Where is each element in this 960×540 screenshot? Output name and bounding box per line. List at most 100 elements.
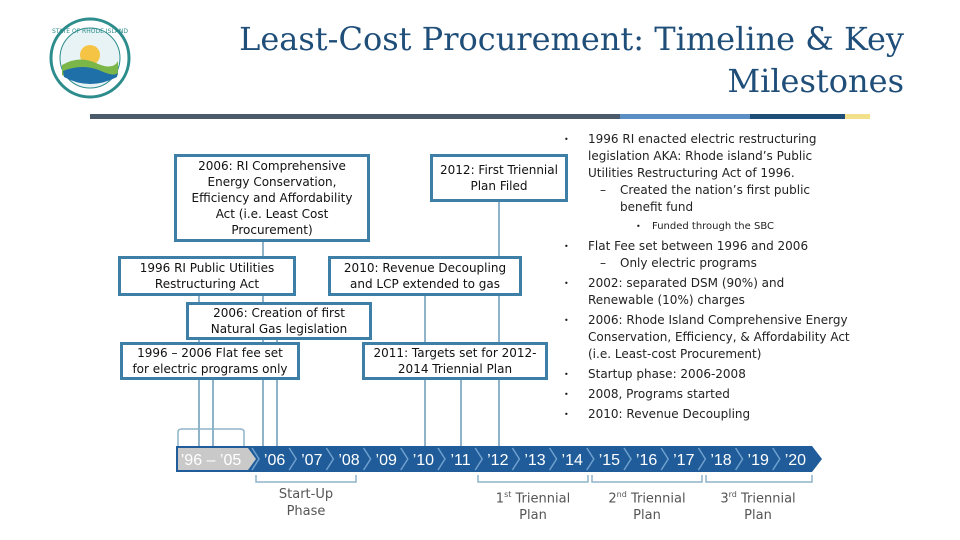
timeline-chevron-separator [586,447,595,471]
bullet-text: Flat Fee set between 1996 and 2006 [588,239,809,253]
phase-title: Triennial [511,491,571,507]
page-title: Least-Cost Procurement: Timeline & Key M… [239,20,904,100]
timeline-segment-label: ’14 [562,452,583,469]
timeline-segment-label: ’15 [599,452,620,469]
phase-ordinal: 2 [608,491,617,507]
timeline-chevron-separator [548,447,558,471]
first-triennial-label: 1st Triennial Plan [483,486,583,524]
timeline-segment-label: ’17 [673,452,694,469]
phase-line: Phase [286,504,326,519]
startup-phase-bracket [255,475,357,483]
timeline-segment-label: ’16 [636,452,657,469]
bullet-list: • 1996 RI enacted electric restructuring… [560,131,850,423]
timeline-chevron-separator [288,447,298,471]
phase-ordinal-suffix: nd [616,490,627,499]
bullet-text: 1996 RI enacted electric restructuring l… [588,132,817,180]
timeline-chevron-separator [437,447,446,471]
phase-line: Plan [744,508,772,524]
phase-line: 2nd Triennial [597,486,697,507]
bullet-item: • 2006: Rhode Island Comprehensive Energ… [560,312,850,363]
timeline-chevron-separator [697,447,707,471]
phase-line: Plan [633,508,661,524]
bullet-text: Created the nation’s first public benefi… [620,183,811,214]
phase-ordinal-suffix: st [504,490,512,499]
timeline-segment-label: ’96 – ’05 [181,452,242,469]
timeline-chevron-separator [734,447,744,471]
phase-ordinal: 1 [495,491,505,507]
title-rule-blue [620,114,750,119]
startup-era-bracket [177,428,245,446]
bullet-marker: • [564,279,569,288]
bullet-item: • 2008, Programs started [560,386,850,403]
timeline-segment-label: ’10 [413,452,434,469]
timeline-segment-label: ’07 [301,452,322,469]
connector-2006-gas [276,340,278,456]
second-triennial-label: 2nd Triennial Plan [597,486,697,524]
title-rule-navy [750,114,845,119]
timeline-chevron-separator [251,447,260,471]
milestone-2010-decoupling: 2010: Revenue Decoupling and LCP extende… [328,256,522,296]
milestone-2012-triennial-plan: 2012: First Triennial Plan Filed [430,154,568,202]
third-triennial-bracket [705,475,813,483]
timeline-segment-label: ’12 [487,452,508,469]
bullet-text: 2010: Revenue Decoupling [588,407,751,421]
timeline-segment-label: ’08 [338,452,359,469]
timeline-segment-label: ’09 [376,452,397,469]
bullet-item: • Startup phase: 2006-2008 [560,366,850,383]
milestone-1996-2006-flat-fee: 1996 – 2006 Flat fee set for electric pr… [120,342,300,380]
phase-line: 1st Triennial [483,486,583,507]
bullet-item: – Only electric programs [560,255,850,272]
bullet-item: • Flat Fee set between 1996 and 2006 [560,238,850,255]
timeline-chevron-separator [511,447,521,471]
bullet-marker: – [600,183,606,197]
timeline-segment-label: ’20 [785,452,806,469]
phase-ordinal: 3 [720,491,729,507]
timeline-chevron-separator [362,447,372,471]
connector-2011 [460,380,462,456]
bullet-text: 2006: Rhode Island Comprehensive Energy … [588,313,850,361]
bullet-marker: • [564,135,569,144]
first-triennial-bracket [477,475,589,483]
timeline-highlight-segment [178,448,256,470]
phase-ordinal-suffix: rd [728,490,737,499]
phase-line: 3rd Triennial [708,486,808,507]
timeline-chevron-separator [400,447,409,471]
bullet-marker: • [564,390,569,399]
state-seal-logo: STATE OF RHODE ISLAND [49,17,131,99]
milestone-2006-gas-legislation: 2006: Creation of first Natural Gas legi… [186,302,372,340]
bullet-item: • 1996 RI enacted electric restructuring… [560,131,850,182]
third-triennial-label: 3rd Triennial Plan [708,486,808,524]
svg-text:STATE OF RHODE ISLAND: STATE OF RHODE ISLAND [52,28,128,35]
timeline-chevron-separator [623,447,632,471]
bullet-marker: • [564,242,569,251]
title-rule-yellow [845,114,870,119]
timeline-segment-label: ’06 [264,452,285,469]
timeline-chevron-separator [660,447,670,471]
timeline-bar [176,446,822,472]
bullet-marker: • [564,410,569,419]
timeline-segment-label: ’13 [524,452,545,469]
phase-title: Triennial [736,491,796,507]
connector-1996-flatfee [212,380,214,456]
milestone-2011-targets: 2011: Targets set for 2012-2014 Triennia… [362,342,548,380]
phase-line: Start-Up [278,487,334,502]
timeline-segment-label: ’19 [748,452,769,469]
title-rule-dark [90,114,620,119]
milestone-2006-comprehensive-act: 2006: RI Comprehensive Energy Conservati… [174,154,370,242]
milestone-1996-restructuring-act: 1996 RI Public Utilities Restructuring A… [118,256,296,296]
phase-title: Triennial [626,491,686,507]
bullet-text: 2008, Programs started [588,387,730,401]
timeline-segment-label: ’11 [451,452,471,469]
bullet-marker: • [564,316,569,325]
timeline-chevron-separator [325,447,335,471]
bullet-marker: – [600,256,606,270]
phase-line: Plan [519,508,547,524]
timeline-chevron-separator [474,447,484,471]
bullet-text: Startup phase: 2006-2008 [588,367,746,381]
bullet-item: • 2002: separated DSM (90%) and Renewabl… [560,275,850,309]
bullet-item: • 2010: Revenue Decoupling [560,406,850,423]
timeline-chevron-separator [772,447,781,471]
connector-2012 [498,202,500,456]
second-triennial-bracket [591,475,703,483]
